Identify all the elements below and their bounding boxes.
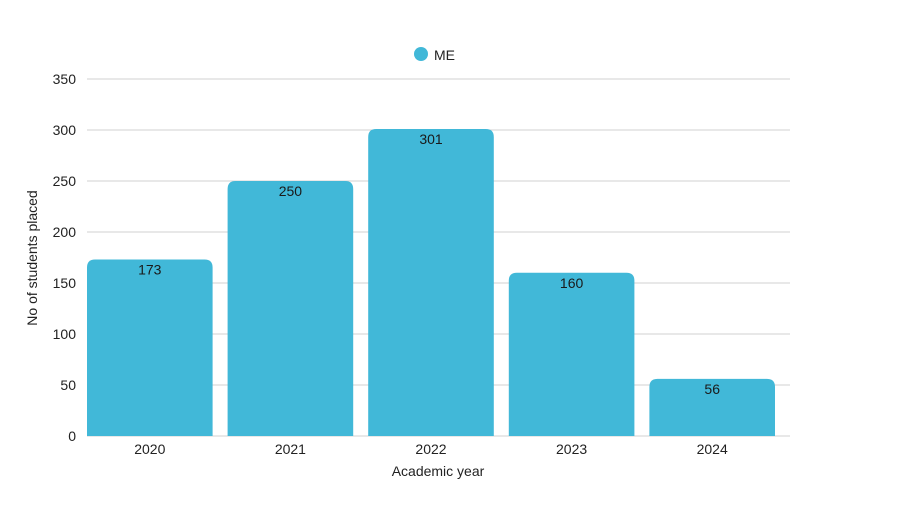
y-tick-label: 100 bbox=[53, 326, 77, 342]
y-tick-label: 300 bbox=[53, 122, 77, 138]
bars bbox=[87, 128, 775, 437]
bar-2021 bbox=[227, 181, 354, 436]
y-axis-title: No of students placed bbox=[24, 190, 40, 325]
bar-2024 bbox=[649, 378, 775, 436]
y-tick-label: 0 bbox=[68, 428, 76, 444]
x-tick-label: 2022 bbox=[415, 441, 446, 457]
bar-2023 bbox=[508, 272, 635, 436]
x-tick-label: 2023 bbox=[556, 441, 587, 457]
data-labels: 173 250 301 160 56 bbox=[138, 131, 720, 397]
y-axis-ticks: 0 50 100 150 200 250 300 350 bbox=[53, 71, 77, 444]
bar-2020 bbox=[87, 259, 213, 436]
x-tick-label: 2020 bbox=[134, 441, 165, 457]
y-tick-label: 250 bbox=[53, 173, 77, 189]
y-tick-label: 200 bbox=[53, 224, 77, 240]
legend-label-me: ME bbox=[434, 47, 455, 63]
data-label-2021: 250 bbox=[279, 183, 303, 199]
data-label-2020: 173 bbox=[138, 262, 162, 278]
legend-swatch-me bbox=[414, 47, 428, 61]
data-label-2022: 301 bbox=[419, 131, 443, 147]
y-tick-label: 150 bbox=[53, 275, 77, 291]
x-tick-label: 2021 bbox=[275, 441, 306, 457]
x-axis-ticks: 2020 2021 2022 2023 2024 bbox=[134, 441, 728, 457]
y-tick-label: 350 bbox=[53, 71, 77, 87]
x-axis-title: Academic year bbox=[392, 463, 485, 479]
y-tick-label: 50 bbox=[60, 377, 76, 393]
data-label-2024: 56 bbox=[704, 381, 720, 397]
legend: ME bbox=[414, 47, 455, 63]
bar-2022 bbox=[368, 128, 494, 437]
data-label-2023: 160 bbox=[560, 275, 584, 291]
x-tick-label: 2024 bbox=[697, 441, 728, 457]
